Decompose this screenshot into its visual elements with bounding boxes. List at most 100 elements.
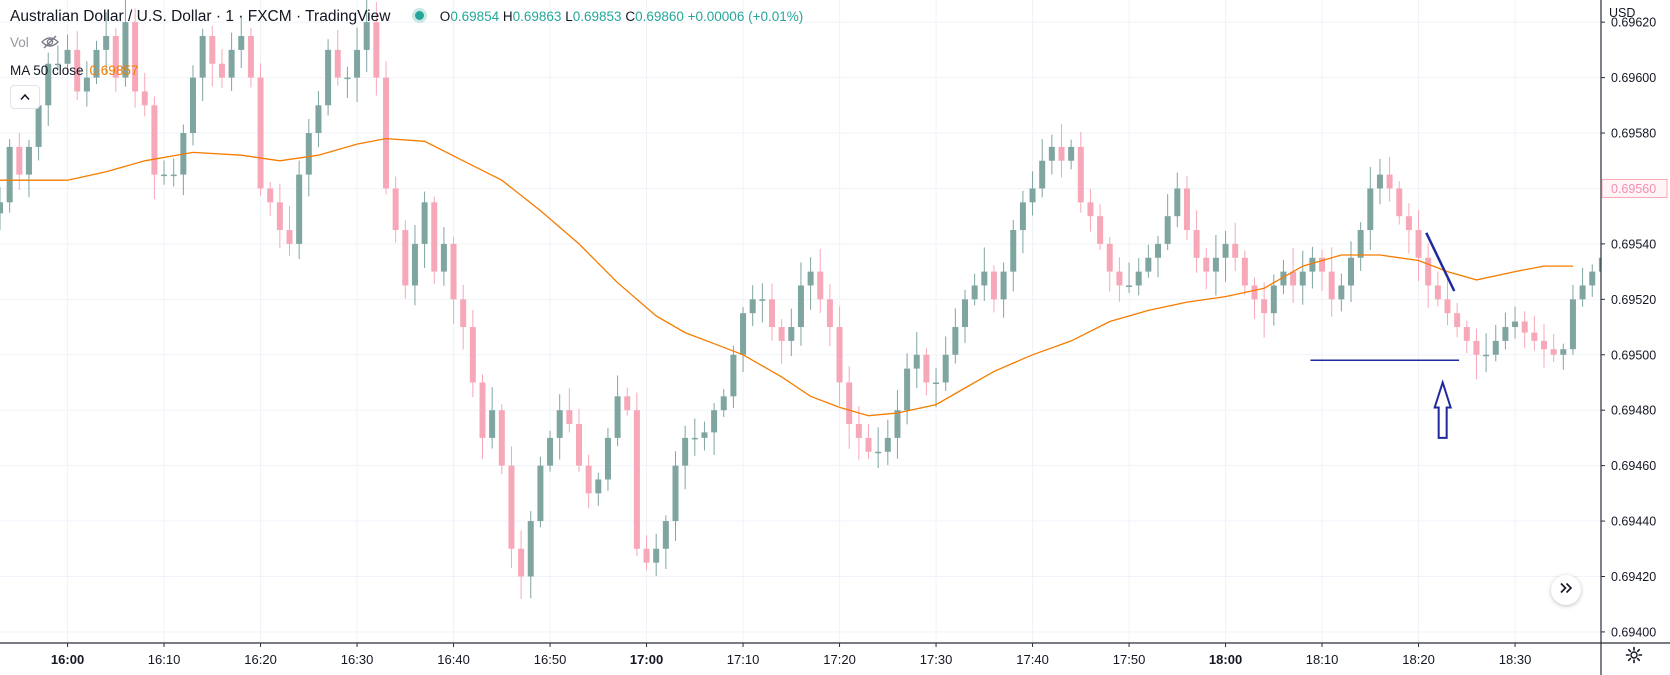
candle-body: [1550, 349, 1557, 355]
candle-body: [807, 271, 814, 286]
candle-body: [672, 465, 679, 522]
candle-body: [402, 230, 409, 286]
candle-body: [1290, 271, 1297, 286]
candle-body: [817, 271, 824, 300]
candle-body: [247, 36, 254, 78]
candle-body: [209, 36, 216, 64]
time-tick-label: 16:10: [148, 652, 181, 667]
candle-body: [1164, 216, 1171, 244]
currency-label[interactable]: USD: [1609, 6, 1636, 20]
candle-body: [1019, 202, 1026, 231]
last-price-label: 0.69560: [1611, 182, 1656, 196]
candle-body: [93, 49, 100, 78]
candle-body: [257, 77, 264, 189]
eye-off-icon[interactable]: [40, 35, 59, 52]
candle-body: [1270, 285, 1277, 314]
time-tick-label: 17:30: [920, 652, 953, 667]
candle-body: [498, 410, 505, 466]
candle-body: [0, 202, 3, 214]
candle-body: [64, 49, 71, 64]
volume-indicator-row[interactable]: Vol: [10, 35, 59, 52]
candle-body: [1106, 243, 1113, 272]
time-tick-label: 17:00: [630, 652, 663, 667]
candle-body: [1396, 188, 1403, 217]
time-tick-label: 18:10: [1306, 652, 1339, 667]
candle-body: [875, 451, 882, 454]
time-tick-label: 16:50: [534, 652, 567, 667]
candle-body: [1483, 354, 1490, 357]
time-tick-label: 16:00: [51, 652, 84, 667]
candle-body: [25, 146, 32, 175]
candle-body: [1319, 257, 1326, 272]
gear-icon[interactable]: [1625, 646, 1643, 669]
candle-body: [45, 63, 52, 106]
candle-body: [267, 188, 274, 203]
high-value: 0.69863: [512, 9, 562, 24]
price-tick-label: 0.69400: [1611, 625, 1656, 639]
candle-body: [1386, 174, 1393, 189]
time-tick-label: 16:20: [244, 652, 277, 667]
candle-body: [942, 354, 949, 383]
time-tick-label: 18:00: [1209, 652, 1242, 667]
candle-body: [6, 146, 13, 203]
candle-body: [1029, 188, 1036, 203]
candle-body: [354, 49, 361, 78]
candle-body: [1135, 271, 1142, 286]
candle-body: [489, 410, 496, 438]
chevron-up-icon: [19, 88, 31, 106]
candle-body: [83, 77, 90, 92]
candle-body: [325, 49, 332, 106]
double-chevron-right-icon: [1559, 581, 1573, 599]
volume-label: Vol: [10, 35, 29, 50]
time-tick-label: 18:20: [1402, 652, 1435, 667]
candle-body: [913, 354, 920, 369]
candle-body: [151, 105, 158, 175]
candle-body: [1183, 188, 1190, 231]
candle-body: [1502, 327, 1509, 341]
price-tick-label: 0.69420: [1611, 570, 1656, 584]
candle-body: [720, 396, 727, 411]
candle-body: [1473, 340, 1480, 355]
candle-body: [305, 133, 312, 175]
candle-body: [1405, 216, 1412, 231]
candle-body: [759, 299, 766, 301]
candle-body: [1492, 340, 1499, 355]
price-tick-label: 0.69500: [1611, 348, 1656, 362]
candle-body: [286, 230, 293, 244]
candle-body: [1454, 313, 1461, 328]
candle-body: [1367, 188, 1374, 231]
candle-body: [170, 174, 177, 177]
collapse-legend-button[interactable]: [10, 85, 40, 109]
candle-body: [54, 63, 61, 66]
candle-body: [711, 410, 718, 433]
candle-body: [440, 243, 447, 272]
candle-body: [769, 299, 775, 328]
candle-body: [846, 382, 853, 425]
time-tick-label: 17:40: [1016, 652, 1049, 667]
symbol-title[interactable]: Australian Dollar / U.S. Dollar · 1 · FX…: [10, 8, 391, 25]
candle-body: [894, 410, 901, 438]
scroll-to-realtime-button[interactable]: [1551, 575, 1581, 605]
candle-body: [662, 521, 669, 549]
ma-indicator-row[interactable]: MA 50 close 0.69857: [10, 63, 138, 78]
annotation-trendline: [1425, 232, 1456, 292]
candle-body: [1203, 257, 1210, 272]
ohlc-values: O0.69854 H0.69863 L0.69853 C0.69860 +0.0…: [439, 9, 804, 24]
candle-body: [614, 396, 621, 438]
candle-body: [508, 465, 515, 549]
candle-body: [218, 63, 225, 78]
candle-body: [1251, 285, 1258, 300]
price-tick-label: 0.69540: [1611, 237, 1656, 251]
candle-body: [518, 548, 525, 577]
price-tick-label: 0.69520: [1611, 293, 1656, 307]
candle-body: [1579, 285, 1586, 300]
candle-body: [527, 521, 534, 577]
candle-body: [1348, 257, 1354, 286]
candle-body: [1039, 160, 1046, 189]
price-tick-label: 0.69440: [1611, 515, 1656, 529]
candle-body: [1145, 257, 1152, 272]
candle-body: [653, 548, 660, 563]
candle-body: [1000, 271, 1007, 300]
candle-body: [74, 49, 81, 92]
